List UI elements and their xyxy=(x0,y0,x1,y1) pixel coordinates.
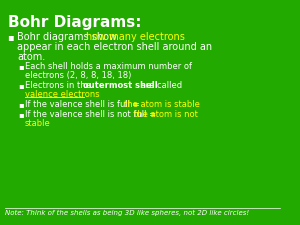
Text: stable: stable xyxy=(25,119,50,128)
Text: electrons (2, 8, 8, 18, 18): electrons (2, 8, 8, 18, 18) xyxy=(25,71,131,80)
Text: appear in each electron shell around an: appear in each electron shell around an xyxy=(17,42,212,52)
Text: ▪: ▪ xyxy=(18,81,24,90)
Text: the atom is stable: the atom is stable xyxy=(124,100,200,109)
Text: the atom is not: the atom is not xyxy=(134,110,198,119)
Text: Bohr diagrams show: Bohr diagrams show xyxy=(17,32,120,42)
Text: If the valence shell is not full =: If the valence shell is not full = xyxy=(25,110,158,119)
Text: valence electrons: valence electrons xyxy=(25,90,99,99)
Text: Each shell holds a maximum number of: Each shell holds a maximum number of xyxy=(25,62,192,71)
Text: how many electrons: how many electrons xyxy=(86,32,185,42)
Text: ▪: ▪ xyxy=(18,62,24,71)
Text: If the valence shell is full =: If the valence shell is full = xyxy=(25,100,142,109)
Text: are called: are called xyxy=(139,81,183,90)
Text: ▪: ▪ xyxy=(18,100,24,109)
Text: Note: Think of the shells as being 3D like spheres, not 2D like circles!: Note: Think of the shells as being 3D li… xyxy=(5,210,249,216)
Text: ▪: ▪ xyxy=(8,32,14,42)
Text: Electrons in the: Electrons in the xyxy=(25,81,93,90)
Text: atom.: atom. xyxy=(17,52,45,62)
Text: outermost shell: outermost shell xyxy=(83,81,158,90)
Text: ▪: ▪ xyxy=(18,110,24,119)
Text: Bohr Diagrams:: Bohr Diagrams: xyxy=(8,15,141,30)
